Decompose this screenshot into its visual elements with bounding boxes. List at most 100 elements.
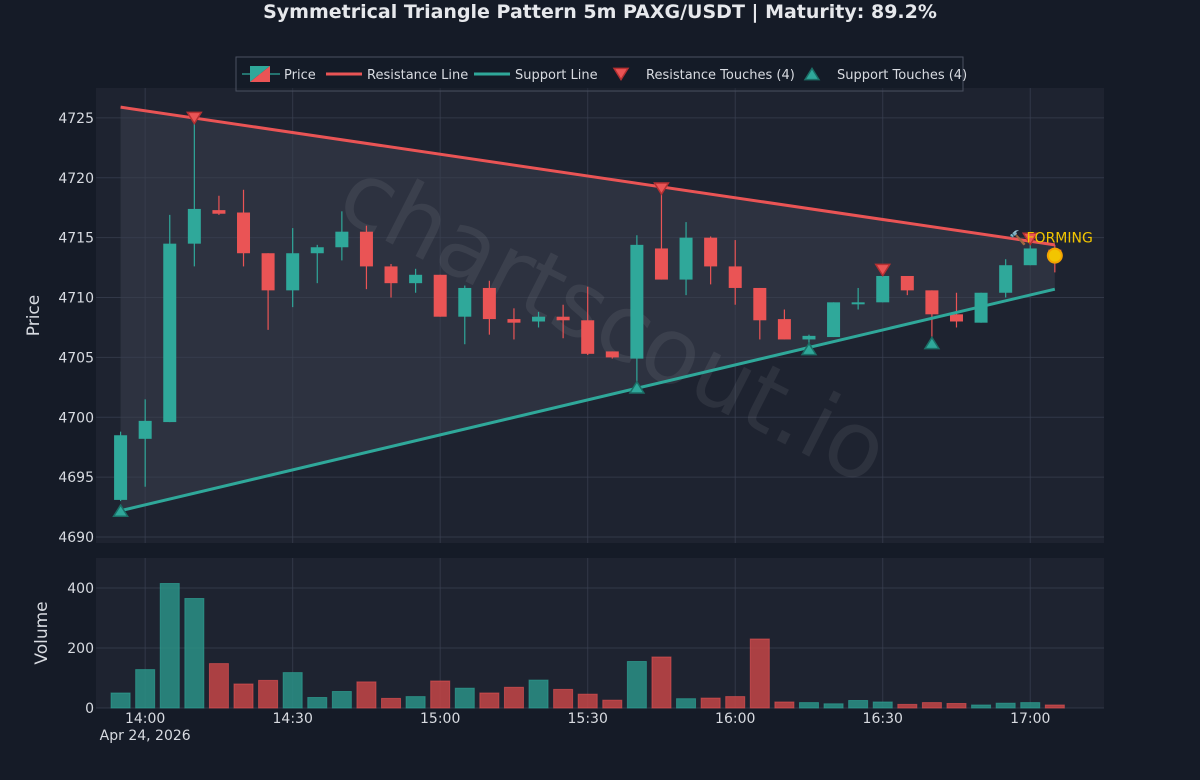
volume-bar [1044,704,1065,709]
volume-bar [135,669,156,709]
support-touch-marker [112,503,129,518]
volume-bar [503,686,524,709]
candle-body [679,237,693,280]
volume-bar [995,702,1016,709]
y-tick-label: 4690 [58,530,94,546]
candle-body [654,248,668,280]
legend-item-price: Price [242,66,316,83]
volume-bar [233,683,254,709]
volume-bar [208,663,229,709]
resistance-line [120,105,1056,247]
legend-label-support: Support Line [515,68,598,83]
resistance-touch-marker [653,182,670,196]
y-tick-label: 4720 [58,171,94,187]
volume-bar [184,598,205,709]
volume-bar [528,679,549,709]
volume-y-tick-label: 400 [67,581,94,597]
candle-body [827,302,841,338]
candle-body [187,208,201,244]
volume-bar [774,701,795,709]
volume-bar [110,692,131,709]
candle-body [605,351,619,358]
volume-bar [331,691,352,709]
volume-bar [282,672,303,709]
volume-bar [946,703,967,709]
volume-bar [798,702,819,709]
candle-body [237,212,251,254]
x-tick-sublabel: Apr 24, 2026 [100,728,191,744]
candle-body [384,266,398,284]
candle-body [704,237,718,267]
resistance-touch-marker [874,263,892,278]
y-tick-label: 4700 [58,410,94,426]
price-axis-label: Price [24,295,44,336]
candle-body [212,210,226,214]
candle-body [728,266,742,288]
candle-body [876,275,890,303]
candle-body [114,435,128,500]
legend: Price Resistance Line Support Line Resistan… [235,56,967,92]
legend-label-price: Price [284,68,316,83]
resistance-touch-marker [1021,232,1039,246]
legend-item-support-touches: Support Touches (4) [803,66,967,83]
legend-support-touch-swatch [803,66,821,81]
volume-y-tick-label: 0 [85,701,94,717]
volume-bar [921,702,942,709]
volume-bar [626,661,647,709]
volume-bar [356,681,377,709]
candle-body [286,253,300,291]
candle-body [359,231,373,267]
legend-item-support: Support Line [474,68,598,83]
candle-body [925,290,939,315]
candle-body [458,287,472,317]
candle-body [1023,248,1037,266]
x-tick-label: 14:30 [273,711,313,727]
candle-body [777,319,791,340]
volume-bar [159,583,180,709]
chart-title: Symmetrical Triangle Pattern 5m PAXG/USD… [263,1,937,23]
candle-body [310,247,324,254]
candle-body [753,287,767,321]
candle-body [851,302,865,305]
support-touch-marker [800,342,818,356]
support-line [120,287,1056,513]
x-tick-label: 15:00 [420,711,460,727]
legend-item-resistance: Resistance Line [326,68,468,83]
volume-bar [258,679,279,709]
candle-body [335,231,349,248]
candle-body [163,243,177,423]
candle-body [999,265,1013,293]
y-tick-label: 4710 [58,291,94,307]
volume-bar [872,701,893,709]
x-tick-label: 16:00 [715,711,755,727]
status-label: 🔨FORMING [1009,230,1093,247]
volume-bar [676,698,697,709]
support-touch-marker [628,380,646,394]
candle-body [138,420,152,439]
candle-body [507,319,521,323]
legend-resistance-touch-swatch [612,67,630,82]
candle-body [433,274,447,317]
legend-label-resistance-touches: Resistance Touches (4) [646,68,795,83]
current-price-marker [1046,247,1063,264]
support-touch-marker [923,336,941,350]
candle-body [900,275,914,291]
volume-bar [823,703,844,709]
volume-bar [307,697,328,709]
legend-label-resistance: Resistance Line [367,68,468,83]
volume-bar [749,638,770,709]
legend-label-support-touches: Support Touches (4) [837,68,967,83]
y-tick-label: 4695 [58,470,94,486]
volume-bar [700,697,721,709]
volume-bar [651,656,672,709]
candle-body [261,253,275,291]
volume-bar [848,700,869,709]
candle-body [581,320,595,354]
volume-axis-label: Volume [32,601,52,664]
volume-y-tick-label: 200 [67,641,94,657]
candle-body [556,316,570,321]
volume-bar [577,693,598,709]
resistance-touch-marker [185,111,203,125]
